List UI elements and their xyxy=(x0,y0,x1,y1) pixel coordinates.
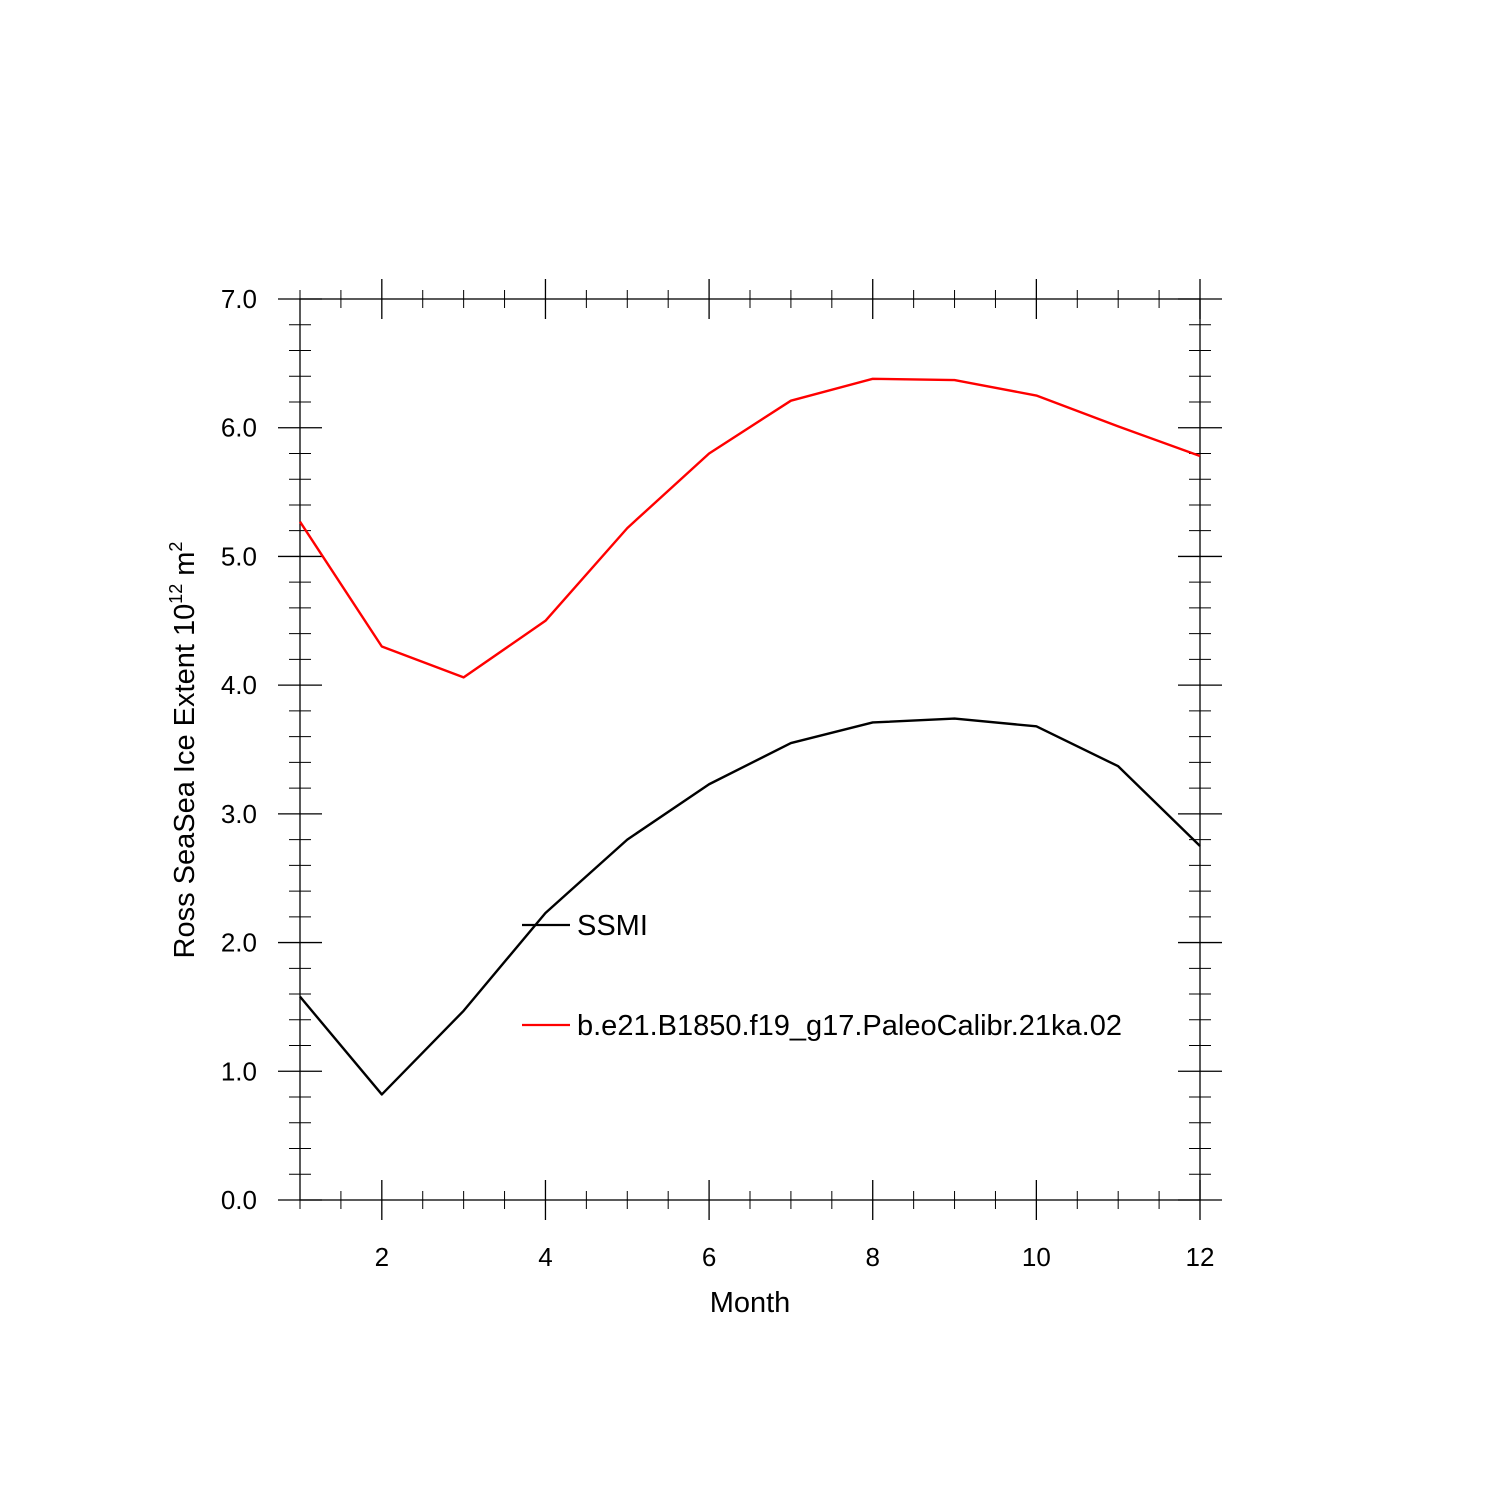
legend-label-ssmi: SSMI xyxy=(577,910,648,942)
y-axis-title: Ross SeaSea Ice Extent 1012 m2 xyxy=(166,542,201,959)
y-axis-title-unit-exponent: 2 xyxy=(166,542,186,552)
y-axis-title-text: Ross SeaSea Ice Extent 10 xyxy=(169,604,201,959)
major-ticks xyxy=(278,279,1222,1220)
y-axis-title-unit: m xyxy=(169,552,201,584)
y-axis-title-exponent: 12 xyxy=(166,584,186,604)
legend-label-model: b.e21.B1850.f19_g17.PaleoCalibr.21ka.02 xyxy=(577,1010,1122,1042)
series-line-model xyxy=(298,377,1201,679)
y-tick-label: 6.0 xyxy=(221,413,257,443)
legend: SSMI b.e21.B1850.f19_g17.PaleoCalibr.21k… xyxy=(522,910,1122,1042)
x-tick-label: 6 xyxy=(702,1242,716,1272)
x-tick-label: 2 xyxy=(375,1242,389,1272)
x-tick-label: 12 xyxy=(1186,1242,1215,1272)
x-axis-title: Month xyxy=(710,1287,791,1319)
y-tick-label: 0.0 xyxy=(221,1185,257,1215)
y-tick-label: 3.0 xyxy=(221,799,257,829)
x-tick-label: 8 xyxy=(865,1242,879,1272)
y-tick-label: 5.0 xyxy=(221,541,257,571)
x-tick-label: 10 xyxy=(1022,1242,1051,1272)
y-tick-labels: 0.0 1.0 2.0 3.0 4.0 5.0 6.0 7.0 xyxy=(221,284,257,1215)
x-tick-labels: 2 4 6 8 10 12 xyxy=(375,1242,1215,1272)
series-line-ssmi xyxy=(299,717,1201,1096)
y-tick-label: 4.0 xyxy=(221,670,257,700)
y-tick-label: 1.0 xyxy=(221,1056,257,1086)
x-tick-label: 4 xyxy=(538,1242,552,1272)
y-tick-label: 7.0 xyxy=(221,284,257,314)
series-lines xyxy=(298,377,1201,1096)
plot-frame xyxy=(299,298,1201,1201)
y-tick-label: 2.0 xyxy=(221,928,257,958)
